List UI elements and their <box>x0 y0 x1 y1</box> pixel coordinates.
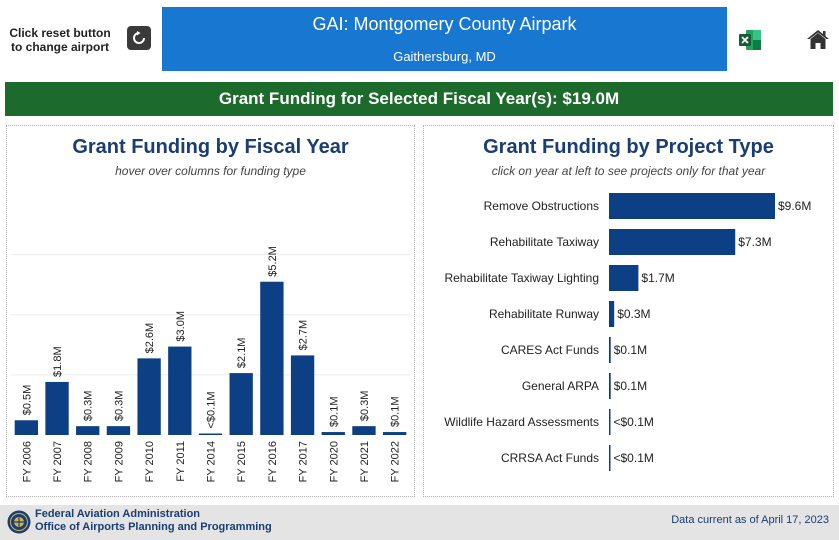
project-type-label[interactable]: CARES Act Funds <box>501 343 599 357</box>
fiscal-year-bar-value: $1.8M <box>52 346 64 377</box>
fiscal-year-chart-title: Grant Funding by Fiscal Year <box>72 136 349 158</box>
fiscal-year-bar-value: $2.6M <box>144 323 156 354</box>
project-type-bar[interactable] <box>609 373 611 399</box>
fiscal-year-bar[interactable] <box>229 373 253 435</box>
faa-agency-name: Federal Aviation Administration <box>35 508 201 520</box>
fiscal-year-bar[interactable] <box>382 432 407 435</box>
project-type-bar[interactable] <box>609 193 775 219</box>
fiscal-year-bar-value: $0.3M <box>359 391 371 422</box>
fiscal-year-bar[interactable] <box>198 433 223 436</box>
reset-button[interactable] <box>127 26 151 50</box>
project-type-label[interactable]: Wildlife Hazard Assessments <box>444 415 599 429</box>
fiscal-year-bar[interactable] <box>352 426 376 435</box>
fiscal-year-axis-label[interactable]: FY 2020 <box>328 441 340 482</box>
fiscal-year-axis-label[interactable]: FY 2008 <box>83 441 95 482</box>
fiscal-year-axis-label[interactable]: FY 2014 <box>206 441 218 482</box>
fiscal-year-axis-label[interactable]: FY 2007 <box>52 441 64 482</box>
project-type-bar-value: <$0.1M <box>614 415 654 429</box>
fiscal-year-axis-label[interactable]: FY 2009 <box>113 441 125 482</box>
fiscal-year-bar[interactable] <box>76 426 100 435</box>
fiscal-year-bar-value: $0.3M <box>113 391 125 422</box>
project-type-label[interactable]: Rehabilitate Runway <box>489 307 599 321</box>
project-type-bar-value: $7.3M <box>738 235 771 249</box>
fiscal-year-bar[interactable] <box>137 358 161 435</box>
fiscal-year-chart: $0.5M FY 2006 $1.8M FY 2007 $0.3M FY 2008 $0.3… <box>11 246 410 482</box>
fiscal-year-bar-value: $3.0M <box>175 311 187 342</box>
fiscal-year-bar-value: $2.1M <box>236 338 248 369</box>
fiscal-year-bar[interactable] <box>321 432 345 435</box>
faa-office-name: Office of Airports Planning and Programm… <box>35 521 272 533</box>
data-as-of-date: Data current as of April 17, 2023 <box>671 514 829 526</box>
fiscal-year-axis-label[interactable]: FY 2016 <box>267 441 279 482</box>
project-type-label[interactable]: CRRSA Act Funds <box>501 451 599 465</box>
fiscal-year-bar[interactable] <box>260 281 284 435</box>
fiscal-year-axis-label[interactable]: FY 2015 <box>236 441 248 482</box>
project-type-bar-value: $0.3M <box>617 307 650 321</box>
fiscal-year-axis-label[interactable]: FY 2022 <box>390 441 402 482</box>
fiscal-year-bar-value: <$0.1M <box>206 392 218 429</box>
fiscal-year-axis-label[interactable]: FY 2011 <box>175 441 187 482</box>
fiscal-year-bar-value: $0.3M <box>83 391 95 422</box>
project-type-chart: Remove Obstructions $9.6M Rehabilitate Tax… <box>444 193 811 471</box>
fiscal-year-bar[interactable] <box>14 420 39 435</box>
fiscal-year-bar-value: $0.1M <box>328 396 340 427</box>
project-type-label[interactable]: General ARPA <box>522 379 599 393</box>
fiscal-year-axis-label[interactable]: FY 2017 <box>298 441 310 482</box>
faa-seal-icon <box>7 510 31 534</box>
funding-summary-bar: Grant Funding for Selected Fiscal Year(s… <box>5 82 833 116</box>
project-type-label[interactable]: Rehabilitate Taxiway Lighting <box>444 271 599 285</box>
project-type-bar-value: <$0.1M <box>614 451 654 465</box>
airport-header: GAI: Montgomery County Airpark Gaithersb… <box>162 7 727 71</box>
fiscal-year-bar[interactable] <box>45 381 69 435</box>
reset-hint: Click reset button to change airport <box>9 26 111 54</box>
project-type-bar-value: $0.1M <box>614 379 647 393</box>
project-type-bar-value: $1.7M <box>641 271 674 285</box>
fiscal-year-axis-label[interactable]: FY 2021 <box>359 441 371 482</box>
airport-title: GAI: Montgomery County Airpark <box>312 14 577 34</box>
airport-location: Gaithersburg, MD <box>393 49 496 64</box>
project-type-bar[interactable] <box>609 301 615 327</box>
fiscal-year-bar[interactable] <box>168 346 192 435</box>
fiscal-year-bar-value: $0.5M <box>21 385 33 416</box>
fiscal-year-chart-subtitle: hover over columns for funding type <box>115 164 306 178</box>
fiscal-year-bar-value: $2.7M <box>298 320 310 351</box>
project-type-label[interactable]: Remove Obstructions <box>484 199 599 213</box>
reset-icon <box>133 31 145 44</box>
project-type-bar-value: $9.6M <box>778 199 811 213</box>
fiscal-year-bar[interactable] <box>290 355 315 435</box>
fiscal-year-axis-label[interactable]: FY 2006 <box>21 441 33 482</box>
project-type-chart-subtitle: click on year at left to see projects on… <box>491 164 766 178</box>
project-type-bar[interactable] <box>609 337 611 363</box>
home-icon[interactable] <box>806 28 830 50</box>
project-type-bar[interactable] <box>609 265 639 291</box>
project-type-bar[interactable] <box>609 229 736 255</box>
fiscal-year-panel: Grant Funding by Fiscal Year hover over … <box>6 125 415 497</box>
fiscal-year-bar[interactable] <box>106 426 131 435</box>
project-type-panel: Grant Funding by Project Type click on y… <box>423 125 834 497</box>
project-type-bar-value: $0.1M <box>614 343 647 357</box>
project-type-bar[interactable] <box>609 445 611 471</box>
project-type-label[interactable]: Rehabilitate Taxiway <box>490 235 599 249</box>
fiscal-year-bar-value: $5.2M <box>267 246 279 277</box>
fiscal-year-axis-label[interactable]: FY 2010 <box>144 441 156 482</box>
footer: Federal Aviation Administration Office o… <box>0 505 839 540</box>
excel-icon[interactable] <box>738 29 762 51</box>
project-type-chart-title: Grant Funding by Project Type <box>483 136 774 158</box>
project-type-bar[interactable] <box>609 409 611 435</box>
fiscal-year-bar-value: $0.1M <box>390 396 402 427</box>
